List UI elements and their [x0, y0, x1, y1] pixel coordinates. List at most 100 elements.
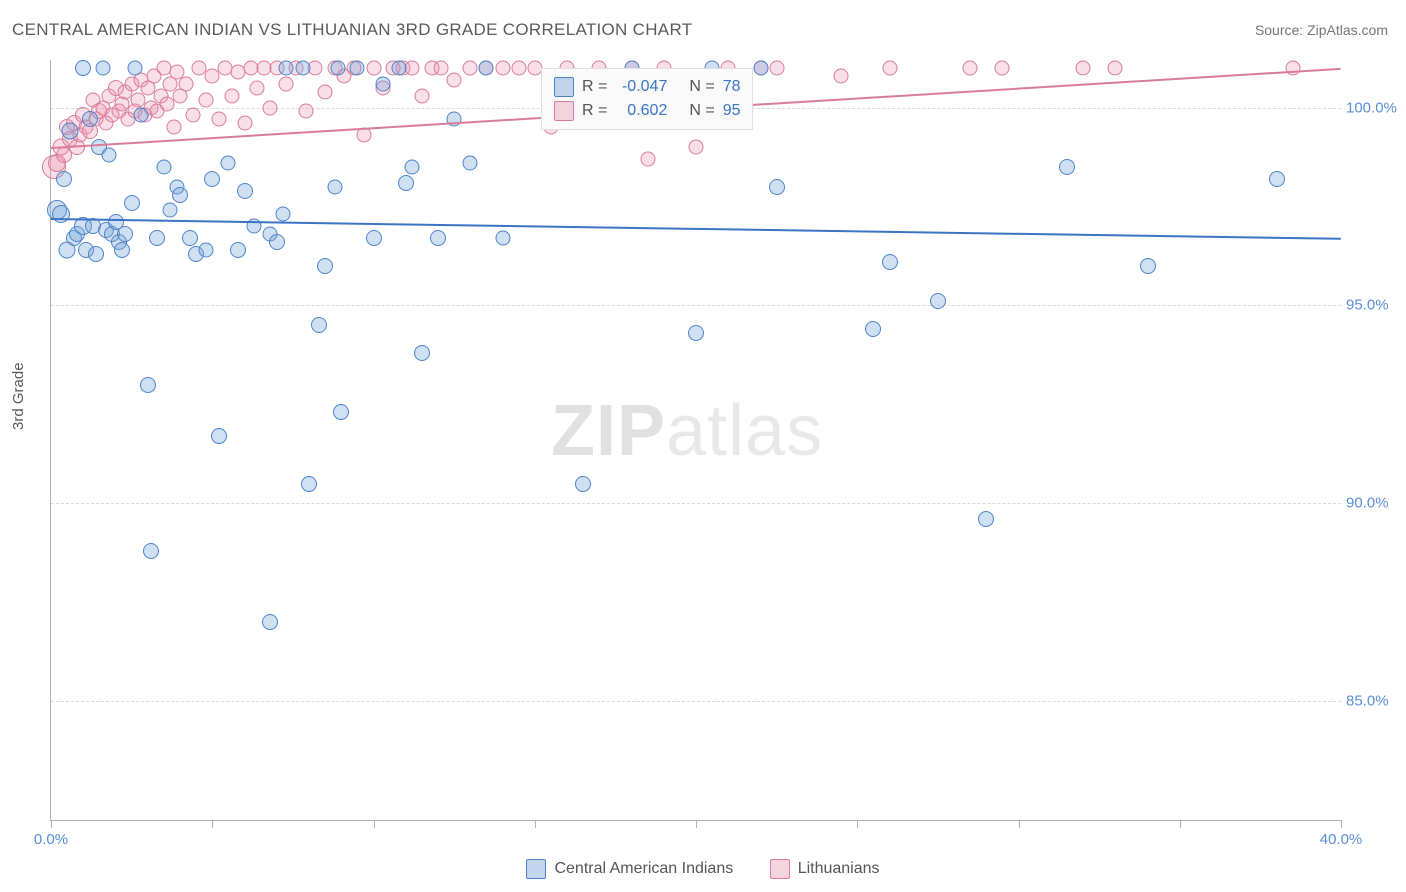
xtick — [535, 820, 536, 828]
data-point-pink — [963, 60, 978, 75]
xtick-label: 40.0% — [1320, 831, 1363, 848]
xtick — [212, 820, 213, 828]
data-point-pink — [1076, 60, 1091, 75]
watermark-light: atlas — [666, 391, 823, 471]
data-point-pink — [211, 112, 226, 127]
ytick-label: 90.0% — [1346, 495, 1401, 512]
xtick — [696, 820, 697, 828]
data-point-pink — [263, 100, 278, 115]
watermark: ZIPatlas — [551, 390, 823, 472]
source-label: Source: ZipAtlas.com — [1255, 22, 1388, 38]
data-point-pink — [882, 60, 897, 75]
data-point-blue — [333, 404, 349, 420]
data-point-blue — [769, 179, 785, 195]
swatch-blue — [554, 77, 574, 97]
data-point-blue — [143, 543, 159, 559]
data-point-pink — [198, 92, 213, 107]
data-point-blue — [430, 230, 446, 246]
data-point-blue — [405, 159, 420, 174]
watermark-bold: ZIP — [551, 391, 666, 471]
bottom-legend: Central American Indians Lithuanians — [0, 859, 1406, 884]
data-point-blue — [295, 60, 310, 75]
data-point-pink — [414, 88, 429, 103]
data-point-blue — [52, 205, 70, 223]
data-point-blue — [688, 325, 704, 341]
chart-title: CENTRAL AMERICAN INDIAN VS LITHUANIAN 3R… — [12, 20, 692, 40]
data-point-blue — [204, 171, 220, 187]
data-point-pink — [995, 60, 1010, 75]
ytick-label: 85.0% — [1346, 693, 1401, 710]
data-point-pink — [689, 140, 704, 155]
data-point-blue — [495, 231, 510, 246]
swatch-blue — [526, 859, 546, 879]
data-point-blue — [414, 345, 430, 361]
data-point-blue — [262, 614, 278, 630]
n-label: N = — [689, 78, 714, 96]
data-point-blue — [447, 112, 462, 127]
data-point-blue — [978, 511, 994, 527]
data-point-blue — [134, 108, 149, 123]
data-point-pink — [434, 60, 449, 75]
legend-label-pink: Lithuanians — [798, 860, 880, 878]
data-point-pink — [298, 104, 313, 119]
gridline-h — [51, 701, 1341, 702]
xtick — [1180, 820, 1181, 828]
xtick — [857, 820, 858, 828]
legend-item-blue: Central American Indians — [526, 859, 733, 879]
data-point-pink — [279, 76, 294, 91]
data-point-pink — [769, 60, 784, 75]
data-point-blue — [149, 230, 165, 246]
data-point-blue — [392, 60, 407, 75]
legend-item-pink: Lithuanians — [770, 859, 880, 879]
data-point-pink — [527, 60, 542, 75]
legend-row: R = -0.047 N = 78 — [554, 75, 740, 99]
data-point-blue — [311, 317, 327, 333]
data-point-pink — [463, 60, 478, 75]
xtick — [1341, 820, 1342, 828]
data-point-blue — [479, 60, 494, 75]
data-point-blue — [327, 179, 342, 194]
data-point-blue — [102, 148, 117, 163]
data-point-blue — [269, 234, 285, 250]
legend-label-blue: Central American Indians — [554, 860, 733, 878]
data-point-pink — [366, 60, 381, 75]
r-label: R = — [582, 78, 607, 96]
xtick-label: 0.0% — [34, 831, 68, 848]
data-point-blue — [230, 242, 246, 258]
data-point-pink — [640, 151, 655, 166]
n-label: N = — [689, 102, 714, 120]
data-point-blue — [127, 60, 142, 75]
ytick-label: 100.0% — [1346, 99, 1401, 116]
data-point-pink — [834, 68, 849, 83]
data-point-blue — [398, 175, 414, 191]
data-point-blue — [172, 187, 188, 203]
data-point-blue — [182, 230, 198, 246]
data-point-pink — [224, 88, 239, 103]
data-point-blue — [211, 428, 227, 444]
r-value: 0.602 — [615, 102, 667, 120]
gridline-h — [51, 503, 1341, 504]
data-point-pink — [250, 80, 265, 95]
xtick — [1019, 820, 1020, 828]
data-point-blue — [301, 476, 317, 492]
data-point-blue — [237, 183, 253, 199]
data-point-blue — [331, 60, 346, 75]
chart-container: CENTRAL AMERICAN INDIAN VS LITHUANIAN 3R… — [0, 0, 1406, 892]
gridline-h — [51, 305, 1341, 306]
data-point-pink — [185, 108, 200, 123]
n-value: 78 — [723, 78, 741, 96]
data-point-blue — [463, 155, 478, 170]
data-point-pink — [166, 120, 181, 135]
data-point-pink — [495, 60, 510, 75]
data-point-pink — [179, 76, 194, 91]
data-point-pink — [405, 60, 420, 75]
data-point-pink — [308, 60, 323, 75]
data-point-pink — [511, 60, 526, 75]
data-point-blue — [82, 111, 98, 127]
data-point-blue — [156, 159, 171, 174]
data-point-blue — [1140, 258, 1156, 274]
data-point-blue — [279, 60, 294, 75]
r-label: R = — [582, 102, 607, 120]
swatch-pink — [770, 859, 790, 879]
r-value: -0.047 — [615, 78, 667, 96]
